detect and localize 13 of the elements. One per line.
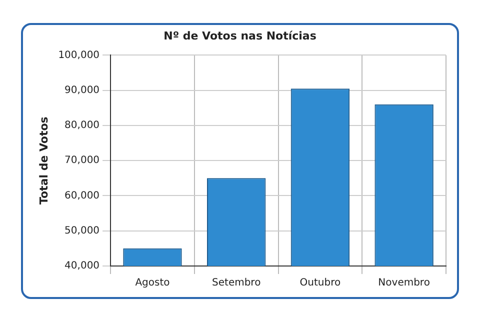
- y-axis-title: Total de Votos: [37, 116, 50, 205]
- y-tick-label: 70,000: [64, 155, 100, 166]
- y-tick-label: 100,000: [58, 50, 100, 61]
- y-tick-label: 90,000: [64, 84, 100, 96]
- y-tick-label: 40,000: [64, 260, 100, 272]
- x-tick-label: Novembro: [378, 278, 430, 289]
- y-tick-label: 60,000: [64, 190, 100, 202]
- x-tick-label: Outubro: [300, 278, 341, 289]
- y-tick-label: 50,000: [64, 225, 100, 236]
- x-tick-label: Agosto: [135, 278, 170, 289]
- x-tick-label: Setembro: [212, 278, 261, 289]
- y-tick-label: 80,000: [64, 120, 100, 132]
- chart-title: Nº de Votos nas Notícias: [164, 29, 317, 42]
